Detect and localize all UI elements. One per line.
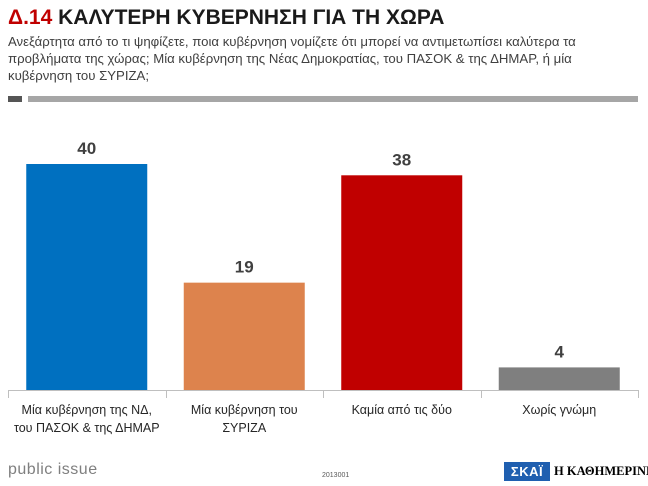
- question-code: Δ.14: [8, 6, 53, 29]
- category-label: Χωρίς γνώμη: [522, 403, 596, 417]
- page-title: Δ.14 ΚΑΛΥΤΕΡΗ ΚΥΒΕΡΝΗΣΗ ΓΙΑ ΤΗ ΧΩΡΑ: [8, 6, 444, 30]
- bar: [341, 175, 463, 390]
- category-label: Μία κυβέρνηση της ΝΔ,: [22, 403, 152, 417]
- question-title: ΚΑΛΥΤΕΡΗ ΚΥΒΕΡΝΗΣΗ ΓΙΑ ΤΗ ΧΩΡΑ: [58, 6, 445, 29]
- skai-logo: ΣΚΑΪ: [504, 462, 550, 481]
- data-label: 40: [77, 139, 96, 158]
- category-label: Μία κυβέρνηση του: [191, 403, 298, 417]
- bar: [183, 282, 305, 390]
- category-label: ΣΥΡΙΖΑ: [222, 421, 267, 435]
- data-label: 4: [555, 342, 565, 361]
- data-label: 19: [235, 258, 254, 277]
- bar: [498, 367, 620, 390]
- brand-label: public issue: [8, 461, 98, 478]
- kathimerini-logo: Η ΚΑΘΗΜΕΡΙΝΗ: [554, 464, 648, 478]
- header-divider-accent: [8, 96, 22, 102]
- category-label: Καμία από τις δύο: [352, 403, 452, 417]
- data-label: 38: [392, 150, 411, 169]
- header-divider: [28, 96, 638, 102]
- survey-code: 2013001: [322, 472, 350, 479]
- bar: [26, 164, 148, 390]
- category-label: του ΠΑΣΟΚ & της ΔΗΜΑΡ: [14, 421, 160, 435]
- question-text: Ανεξάρτητα από το τι ψηφίζετε, ποια κυβέ…: [8, 34, 576, 83]
